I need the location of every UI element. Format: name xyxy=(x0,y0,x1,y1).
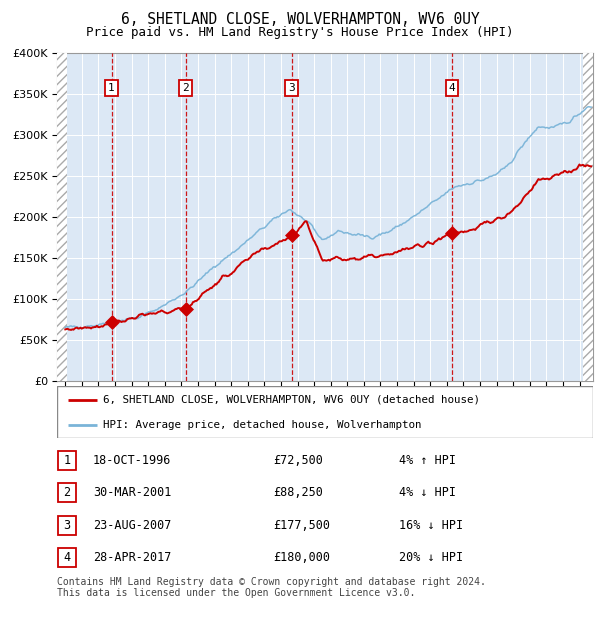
Text: £88,250: £88,250 xyxy=(273,487,323,499)
Text: 6, SHETLAND CLOSE, WOLVERHAMPTON, WV6 0UY (detached house): 6, SHETLAND CLOSE, WOLVERHAMPTON, WV6 0U… xyxy=(103,395,479,405)
Text: 28-APR-2017: 28-APR-2017 xyxy=(93,551,172,564)
Text: 6, SHETLAND CLOSE, WOLVERHAMPTON, WV6 0UY: 6, SHETLAND CLOSE, WOLVERHAMPTON, WV6 0U… xyxy=(121,12,479,27)
Text: 4: 4 xyxy=(64,551,70,564)
Text: Price paid vs. HM Land Registry's House Price Index (HPI): Price paid vs. HM Land Registry's House … xyxy=(86,26,514,39)
Text: 2: 2 xyxy=(182,83,189,93)
Text: £177,500: £177,500 xyxy=(273,519,330,531)
Bar xyxy=(583,53,599,381)
Text: 2: 2 xyxy=(64,487,70,499)
Text: 20% ↓ HPI: 20% ↓ HPI xyxy=(399,551,463,564)
Text: 4% ↑ HPI: 4% ↑ HPI xyxy=(399,454,456,467)
Text: 18-OCT-1996: 18-OCT-1996 xyxy=(93,454,172,467)
Text: £72,500: £72,500 xyxy=(273,454,323,467)
Text: 1: 1 xyxy=(108,83,115,93)
Text: HPI: Average price, detached house, Wolverhampton: HPI: Average price, detached house, Wolv… xyxy=(103,420,421,430)
Text: 4% ↓ HPI: 4% ↓ HPI xyxy=(399,487,456,499)
Text: 23-AUG-2007: 23-AUG-2007 xyxy=(93,519,172,531)
Text: 16% ↓ HPI: 16% ↓ HPI xyxy=(399,519,463,531)
Bar xyxy=(57,53,67,381)
Text: 3: 3 xyxy=(64,519,70,531)
Text: 3: 3 xyxy=(288,83,295,93)
Text: 4: 4 xyxy=(449,83,455,93)
Text: £180,000: £180,000 xyxy=(273,551,330,564)
Text: 1: 1 xyxy=(64,454,70,467)
Text: 30-MAR-2001: 30-MAR-2001 xyxy=(93,487,172,499)
Text: Contains HM Land Registry data © Crown copyright and database right 2024.
This d: Contains HM Land Registry data © Crown c… xyxy=(57,577,486,598)
